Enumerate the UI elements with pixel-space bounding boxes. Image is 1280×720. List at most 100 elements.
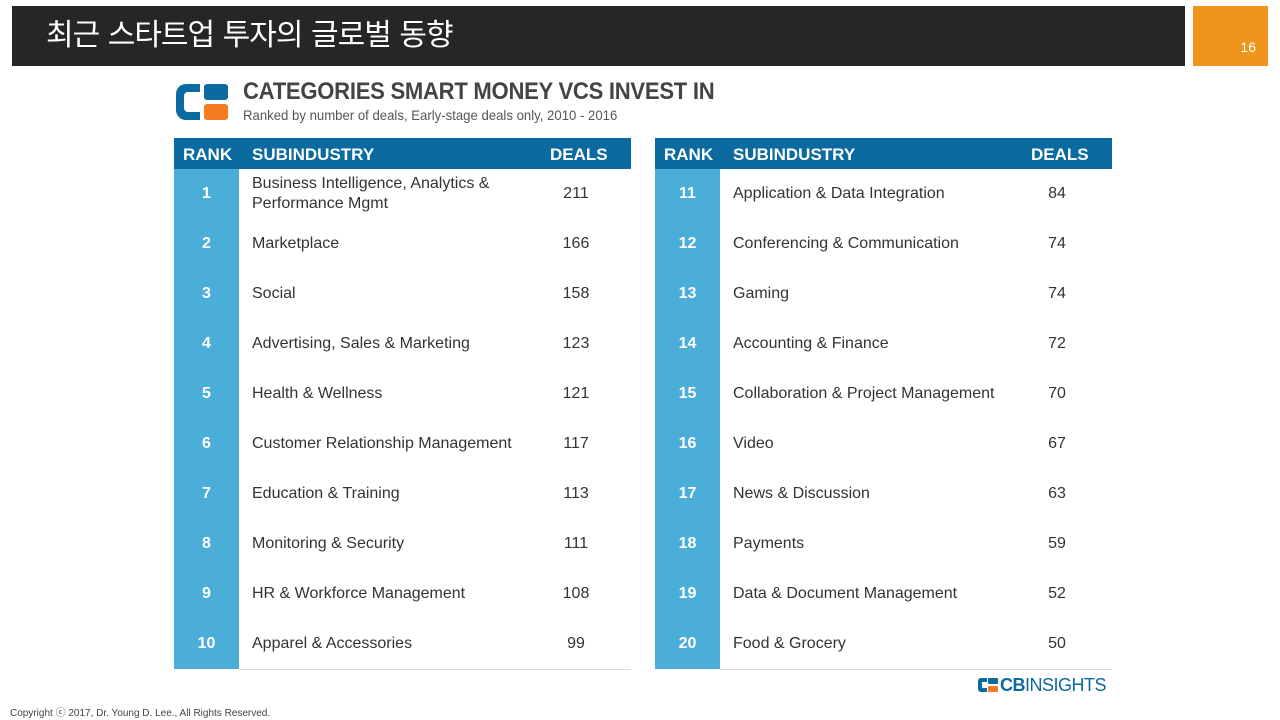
- deals-header: DEALS: [1031, 145, 1089, 164]
- deals-cell: 59: [1048, 535, 1066, 552]
- deals-cell: 211: [563, 185, 589, 202]
- subindustry-cell: Education & Training: [252, 485, 400, 502]
- chart-subtitle: Ranked by number of deals, Early-stage d…: [243, 107, 618, 123]
- subindustry-cell: Conferencing & Communication: [733, 235, 959, 252]
- rank-cell: 7: [174, 469, 239, 519]
- rank-cell: 14: [655, 319, 720, 369]
- deals-cell: 72: [1048, 335, 1066, 352]
- deals-cell: 158: [562, 285, 590, 302]
- subindustry-cell: Gaming: [733, 285, 790, 302]
- rank-cell: 17: [655, 469, 720, 519]
- table-row: 17 News & Discussion 63: [655, 469, 1112, 519]
- table-row: 3 Social 158: [174, 269, 631, 319]
- subindustry-cell: Health & Wellness: [252, 385, 383, 402]
- rank-cell: 18: [655, 519, 720, 569]
- subindustry-cell: Social: [252, 285, 296, 302]
- deals-cell: 111: [563, 535, 589, 552]
- ranking-table-right: RANK SUBINDUSTRY DEALS 11 Application & D…: [655, 138, 1112, 670]
- table-row: 16 Video 67: [655, 419, 1112, 469]
- deals-cell: 70: [1048, 385, 1066, 402]
- subindustry-cell: News & Discussion: [733, 485, 870, 502]
- table-row: 2 Marketplace 166: [174, 219, 631, 269]
- subindustry-cell: Advertising, Sales & Marketing: [252, 335, 470, 352]
- slide-title-bar: 최근 스타트업 투자의 글로벌 동향: [12, 6, 1185, 66]
- subindustry-cell: Business Intelligence, Analytics & Perfo…: [252, 175, 490, 212]
- table-row: 20 Food & Grocery 50: [655, 619, 1112, 669]
- rank-cell: 2: [174, 219, 239, 269]
- deals-cell: 117: [563, 435, 589, 452]
- rank-header: RANK: [664, 145, 714, 164]
- deals-cell: 113: [563, 485, 589, 502]
- subindustry-cell: Payments: [733, 535, 805, 552]
- rank-cell: 4: [174, 319, 239, 369]
- deals-cell: 121: [562, 385, 590, 402]
- deals-cell: 84: [1048, 185, 1066, 202]
- table-row: 14 Accounting & Finance 72: [655, 319, 1112, 369]
- table-row: 18 Payments 59: [655, 519, 1112, 569]
- table-row: 1 Business Intelligence, Analytics & Perf…: [174, 169, 631, 219]
- table-row: 12 Conferencing & Communication 74: [655, 219, 1112, 269]
- page-number-box: 16: [1193, 6, 1268, 66]
- deals-cell: 166: [562, 235, 590, 252]
- subindustry-cell: Data & Document Management: [733, 585, 958, 602]
- table-row: 8 Monitoring & Security 111: [174, 519, 631, 569]
- rank-cell: 5: [174, 369, 239, 419]
- deals-cell: 50: [1048, 635, 1066, 652]
- subindustry-header: SUBINDUSTRY: [252, 145, 375, 164]
- deals-cell: 67: [1048, 435, 1066, 452]
- table-header: RANK SUBINDUSTRY DEALS: [655, 138, 1112, 169]
- rank-cell: 15: [655, 369, 720, 419]
- rank-cell: 12: [655, 219, 720, 269]
- subindustry-cell: Video: [733, 435, 774, 452]
- subindustry-cell: Apparel & Accessories: [252, 635, 413, 652]
- source-logo-suffix: INSIGHTS: [1025, 675, 1107, 695]
- subindustry-cell: HR & Workforce Management: [252, 585, 466, 602]
- rank-cell: 3: [174, 269, 239, 319]
- subindustry-cell: Accounting & Finance: [733, 335, 889, 352]
- chart-title: CATEGORIES SMART MONEY VCS INVEST IN: [243, 78, 715, 105]
- rank-cell: 10: [174, 619, 239, 669]
- copyright-notice: Copyright ⓒ 2017, Dr. Young D. Lee., All…: [10, 708, 271, 719]
- ranking-table-left: RANK SUBINDUSTRY DEALS 1 Business Intelli…: [174, 138, 631, 670]
- table-row: 7 Education & Training 113: [174, 469, 631, 519]
- subindustry-cell: Monitoring & Security: [252, 535, 405, 552]
- subindustry-header: SUBINDUSTRY: [733, 145, 856, 164]
- subindustry-cell: Collaboration & Project Management: [733, 385, 995, 402]
- table-bottom-rule: [720, 669, 1112, 670]
- rank-cell: 8: [174, 519, 239, 569]
- deals-cell: 123: [562, 335, 590, 352]
- table-row: 6 Customer Relationship Management 117: [174, 419, 631, 469]
- source-logo-prefix: CB: [1000, 675, 1026, 695]
- rank-cell: 11: [655, 169, 720, 219]
- table-bottom-rule: [239, 669, 631, 670]
- table-row: 4 Advertising, Sales & Marketing 123: [174, 319, 631, 369]
- page-number: 16: [1240, 39, 1256, 55]
- subindustry-cell: Food & Grocery: [733, 635, 846, 652]
- rank-cell: 13: [655, 269, 720, 319]
- rank-cell: 20: [655, 619, 720, 669]
- deals-cell: 63: [1048, 485, 1066, 502]
- rank-cell: 16: [655, 419, 720, 469]
- deals-cell: 74: [1048, 285, 1066, 302]
- table-row: 9 HR & Workforce Management 108: [174, 569, 631, 619]
- deals-cell: 99: [567, 635, 585, 652]
- source-logo-text: CBINSIGHTS: [1000, 675, 1107, 696]
- deals-cell: 108: [562, 585, 590, 602]
- table-row: 10 Apparel & Accessories 99: [174, 619, 631, 669]
- rank-cell: 9: [174, 569, 239, 619]
- slide-title: 최근 스타트업 투자의 글로벌 동향: [46, 18, 454, 53]
- cb-insights-logo-icon: [176, 84, 228, 120]
- cb-insights-mark-icon: [978, 678, 998, 692]
- deals-cell: 52: [1048, 585, 1066, 602]
- rank-cell: 6: [174, 419, 239, 469]
- deals-header: DEALS: [550, 145, 608, 164]
- subindustry-cell: Marketplace: [252, 235, 340, 252]
- subindustry-cell: Application & Data Integration: [733, 185, 945, 202]
- cb-insights-source-logo: CBINSIGHTS: [978, 675, 1108, 697]
- table-row: 13 Gaming 74: [655, 269, 1112, 319]
- rank-cell: 19: [655, 569, 720, 619]
- rank-header: RANK: [183, 145, 233, 164]
- subindustry-cell: Customer Relationship Management: [252, 435, 512, 452]
- table-row: 19 Data & Document Management 52: [655, 569, 1112, 619]
- table-row: 11 Application & Data Integration 84: [655, 169, 1112, 219]
